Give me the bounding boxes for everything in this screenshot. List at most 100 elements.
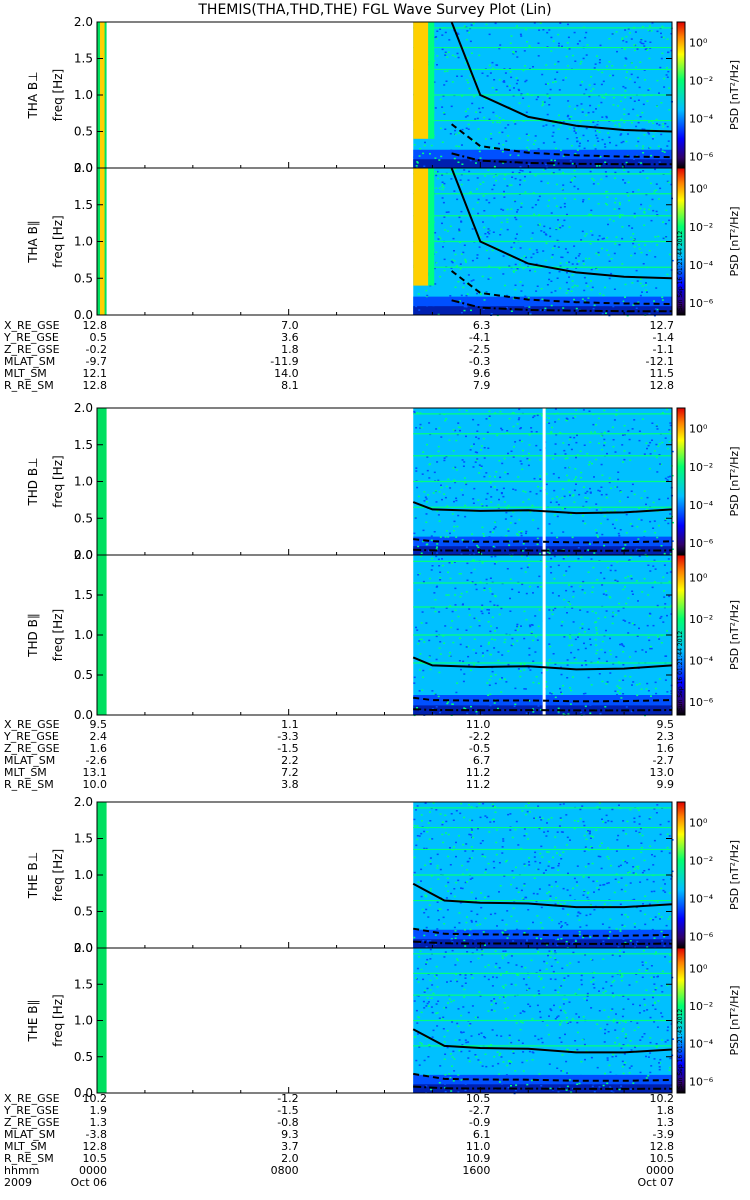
speckle [487,229,490,231]
speckle [483,1077,486,1079]
speckle [456,628,459,631]
y-tick-label: 1.5 [74,198,93,212]
speckle [652,527,655,529]
speckle [429,890,432,892]
speckle [484,815,487,817]
speckle [669,553,672,555]
colorbar [676,801,686,949]
speckle [536,285,539,287]
ephemeris-value: 12.8 [82,1140,108,1153]
speckle [461,1044,464,1046]
speckle [455,973,458,975]
speckle [580,60,583,63]
speckle [592,566,595,569]
speckle [501,150,504,153]
speckle [465,261,467,263]
speckle [656,901,659,903]
speckle [574,416,577,418]
speckle [460,75,463,77]
speckle [435,1012,438,1015]
speckle [510,644,513,647]
speckle [435,635,438,638]
speckle [619,928,622,931]
speckle [549,1087,552,1090]
speckle [443,1058,446,1060]
speckle [662,621,665,623]
y-tick-label: 1.5 [74,52,93,66]
speckle [604,1032,606,1035]
speckle [426,987,429,990]
speckle [621,924,624,926]
speckle [437,695,440,698]
speckle [527,909,530,911]
speckle [573,198,576,200]
speckle [535,493,538,495]
speckle [607,566,609,569]
speckle [458,1039,461,1041]
speckle [649,520,652,523]
y-tick-label: 1.0 [74,235,93,249]
speckle [559,803,562,806]
y-axis-label-probe: THA B⊥ [26,71,40,119]
speckle [421,908,424,911]
speckle [467,1011,470,1014]
speckle [506,568,509,570]
speckle [443,956,446,958]
speckle [666,76,669,78]
speckle [422,152,425,155]
speckle [479,157,482,159]
speckle [596,55,598,57]
speckle [498,267,501,270]
y-tick-label: 1.5 [74,832,93,846]
speckle [517,534,520,536]
speckle [584,647,587,650]
speckle [558,224,561,226]
speckle [528,434,531,436]
ephemeris-value: 2.3 [656,730,675,743]
speckle [523,932,526,934]
speckle [598,165,601,167]
speckle [458,216,461,219]
speckle [483,210,486,212]
speckle [668,580,671,583]
speckle [591,586,594,588]
speckle [455,265,458,267]
speckle [490,138,493,140]
speckle [540,827,543,830]
speckle [512,51,515,53]
speckle [661,150,664,152]
speckle [486,431,489,433]
speckle [619,903,622,905]
speckle [550,693,553,695]
speckle [520,567,523,570]
speckle [595,503,598,505]
speckle [469,878,472,880]
speckle [475,713,478,715]
speckle [496,64,499,66]
speckle [624,620,627,622]
speckle [516,629,519,631]
speckle [627,181,630,184]
speckle [652,919,655,921]
speckle [618,955,621,957]
speckle [622,651,625,653]
speckle [585,114,588,116]
speckle [608,1064,611,1067]
speckle [526,41,528,43]
speckle [430,539,433,541]
speckle [647,131,650,134]
speckle [630,121,633,124]
speckle [578,156,581,159]
speckle [460,1050,463,1053]
y-tick-label: 2.0 [74,548,93,562]
speckle [457,132,460,134]
speckle [649,845,652,847]
speckle [463,25,466,27]
speckle [454,286,457,288]
speckle [519,663,522,665]
colorbar-tick-label: 10⁻⁴ [689,259,714,272]
speckle [420,622,423,624]
ephemeris-value: -0.2 [85,343,107,356]
speckle [617,881,620,883]
speckle [604,1072,606,1075]
